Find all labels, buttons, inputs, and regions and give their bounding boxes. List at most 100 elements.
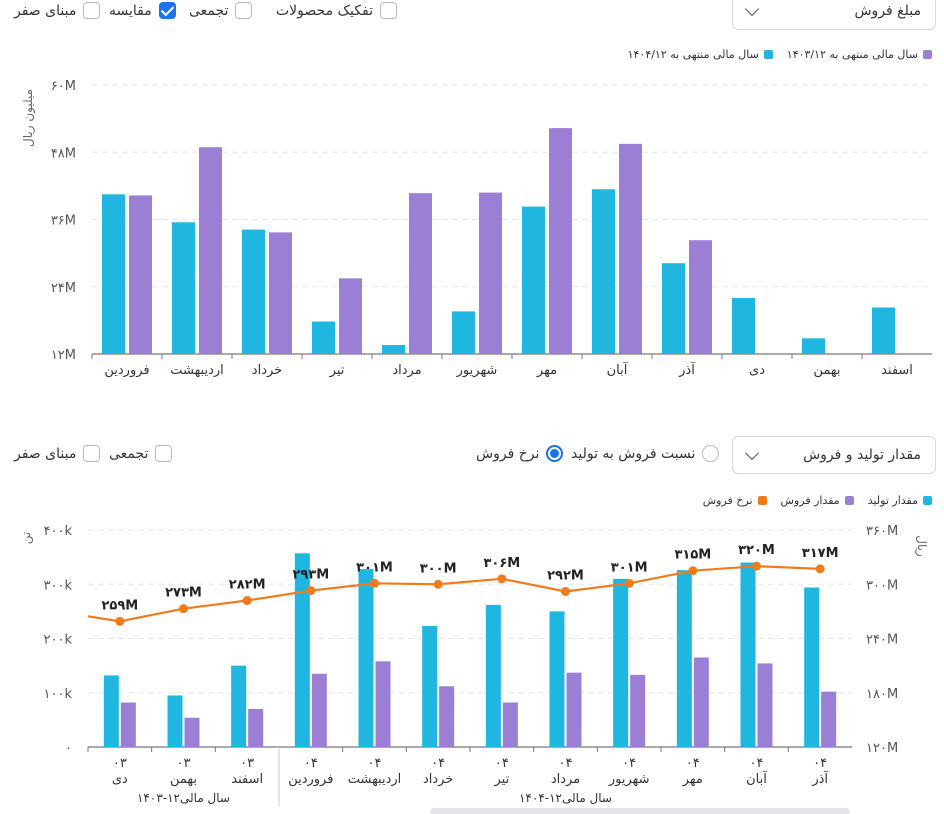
- sales-rate-point: [370, 578, 379, 588]
- x-tick-month: مهر: [682, 772, 703, 787]
- legend-item-rate[interactable]: نرخ فروش: [703, 494, 767, 507]
- legend-swatch: [923, 496, 932, 505]
- sales-rate-label: ۳۲۰M: [738, 543, 775, 558]
- chevron-down-icon: [744, 1, 760, 16]
- checkbox-box[interactable]: [83, 445, 101, 462]
- radio-label: نسبت فروش به تولید: [571, 445, 696, 462]
- zero-base-checkbox[interactable]: مبنای صفر: [14, 2, 101, 19]
- bar: [339, 278, 362, 354]
- production-bar: [549, 611, 565, 747]
- legend-item-sales[interactable]: مقدار فروش: [781, 494, 854, 507]
- bar: [479, 192, 502, 354]
- sales-rate-point: [561, 586, 570, 596]
- y-left-axis-title: تن: [19, 532, 34, 544]
- production-bar: [358, 569, 374, 747]
- sales-rate-point: [306, 586, 316, 596]
- horizontal-scrollbar[interactable]: [430, 808, 850, 814]
- sales-rate-point: [179, 604, 188, 614]
- sales-rate-point: [815, 564, 825, 574]
- bar: [592, 189, 615, 354]
- bar: [452, 311, 475, 354]
- sales-bar: [184, 717, 200, 747]
- sales-rate-point: [242, 596, 252, 606]
- rate-radio[interactable]: نرخ فروش: [476, 445, 564, 462]
- x-tick-month: آبان: [746, 770, 768, 787]
- group-label-1404: سال مالی۱۲-۱۴۰۴: [519, 791, 612, 805]
- y-right-tick-label: ۳۰۰M: [866, 578, 898, 593]
- bar: [102, 194, 125, 354]
- x-tick-month: دی: [112, 772, 128, 787]
- zero-base-checkbox-bottom[interactable]: مبنای صفر: [14, 445, 101, 462]
- group-label-1403: سال مالی۱۲-۱۴۰۳: [137, 791, 230, 805]
- y-left-tick-label: ۲۰۰k: [44, 633, 73, 648]
- x-tick-label: اردیبهشت: [170, 363, 224, 378]
- y-tick-label: ۲۴M: [51, 281, 76, 296]
- legend-label: مقدار تولید: [867, 494, 918, 507]
- x-tick-year: ۰۴: [686, 756, 700, 771]
- ratio-radio[interactable]: نسبت فروش به تولید: [571, 445, 720, 462]
- checkbox-box[interactable]: [235, 2, 253, 19]
- legend-swatch: [844, 496, 854, 505]
- sales-bar: [375, 661, 391, 747]
- legend-item-1403[interactable]: سال مالی منتهی به ۱۴۰۴/۱۲: [628, 48, 773, 61]
- checkbox-label: مبنای صفر: [14, 2, 77, 19]
- x-tick-month: آذر: [811, 770, 829, 787]
- bottom-chart-legend: مقدار تولید مقدار فروش نرخ فروش: [703, 494, 932, 507]
- production-bar: [613, 578, 629, 747]
- bar: [872, 307, 895, 354]
- sales-bar: [502, 702, 518, 747]
- legend-item-production[interactable]: مقدار تولید: [868, 494, 932, 507]
- x-tick-label: شهریور: [456, 363, 498, 378]
- production-bar: [804, 587, 820, 747]
- legend-label: نرخ فروش: [702, 494, 753, 507]
- x-tick-year: ۰۴: [368, 756, 382, 771]
- sales-bar: [757, 663, 773, 747]
- legend-label: سال مالی منتهی به ۱۴۰۳/۱۲: [786, 48, 918, 61]
- chevron-down-icon: [744, 445, 760, 460]
- x-tick-year: ۰۴: [559, 756, 573, 771]
- x-tick-label: خرداد: [252, 363, 282, 378]
- split-products-checkbox[interactable]: تفکیک محصولات: [276, 2, 397, 19]
- x-tick-year: ۰۴: [304, 756, 318, 771]
- legend-swatch: [757, 496, 767, 505]
- sales-rate-label: ۳۱۵M: [674, 548, 711, 563]
- sales-bar: [821, 691, 837, 747]
- monthly-sales-chart: ۱۲M ۲۴M ۳۶M ۴۸M ۶۰M میلیون ریال فروردین اردیبهش…: [21, 79, 932, 378]
- cumulative-checkbox-bottom[interactable]: تجمعی: [109, 445, 173, 462]
- legend-item-1404[interactable]: سال مالی منتهی به ۱۴۰۳/۱۲: [787, 48, 932, 61]
- checkbox-label: مقایسه: [109, 2, 152, 19]
- bar: [382, 345, 405, 354]
- dropdown-value: مقدار تولید و فروش: [803, 447, 921, 463]
- x-tick-month: تیر: [493, 772, 509, 787]
- x-tick-month: اسفند: [231, 772, 263, 787]
- x-tick-label: بهمن: [813, 363, 840, 378]
- sales-rate-label: ۳۰۰M: [420, 561, 457, 576]
- legend-swatch: [763, 50, 773, 59]
- production-bar: [103, 675, 119, 747]
- checkbox-checked[interactable]: [158, 2, 176, 19]
- x-tick-year: ۰۳: [113, 756, 127, 771]
- x-tick-year: ۰۴: [622, 756, 636, 771]
- checkbox-box[interactable]: [83, 2, 101, 19]
- bar: [172, 222, 195, 354]
- bar: [312, 321, 335, 354]
- cumulative-checkbox[interactable]: تجمعی: [189, 2, 253, 19]
- x-tick-label: مرداد: [392, 363, 421, 378]
- production-sales-dropdown[interactable]: مقدار تولید و فروش: [732, 436, 936, 474]
- y-tick-label: ۴۸M: [51, 146, 76, 161]
- y-right-tick-label: ۳۶۰M: [866, 524, 898, 539]
- production-bar: [422, 626, 438, 747]
- checkbox-box[interactable]: [155, 445, 173, 462]
- x-tick-year: ۰۴: [813, 756, 827, 771]
- radio-button[interactable]: [702, 445, 720, 462]
- x-tick-year: ۰۴: [750, 756, 764, 771]
- checkbox-box[interactable]: [380, 2, 397, 19]
- radio-button-selected[interactable]: [546, 445, 564, 462]
- x-tick-month: مرداد: [551, 772, 580, 787]
- sales-amount-dropdown[interactable]: مبلغ فروش: [732, 0, 936, 30]
- x-tick-year: ۰۴: [495, 756, 509, 771]
- sales-bar: [439, 686, 455, 747]
- legend-swatch: [923, 50, 932, 59]
- y-right-tick-label: ۱۲۰M: [866, 741, 898, 756]
- compare-checkbox[interactable]: مقایسه: [109, 2, 176, 19]
